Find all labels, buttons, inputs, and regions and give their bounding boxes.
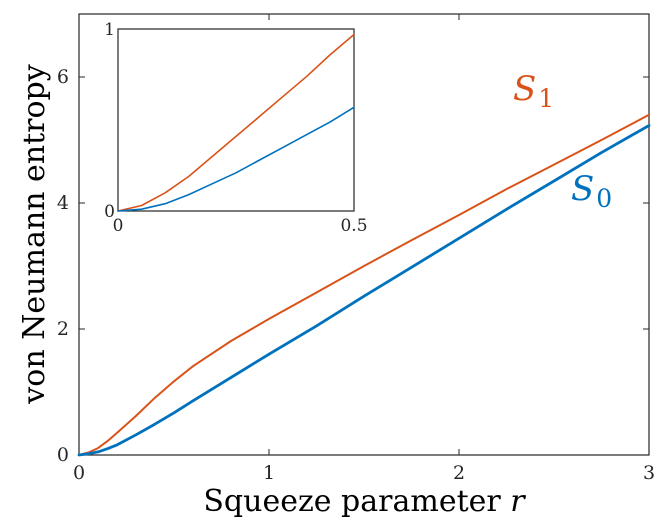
series-label-s1: S1 <box>513 69 554 113</box>
x-tick-label: 3 <box>643 462 655 484</box>
y-tick-label: 2 <box>57 318 69 340</box>
x-axis-title-text: Squeeze parameter <box>203 484 501 519</box>
series-label-s0: S0 <box>571 169 612 213</box>
x-axis-title-variable: r <box>510 484 526 519</box>
inset-plot-frame <box>117 28 355 212</box>
series-label-s1-subscript: 1 <box>538 84 554 113</box>
series-label-s0-name: S <box>571 169 594 209</box>
y-tick-label: 0 <box>104 202 115 222</box>
inset-axes: 0 0.5 0 1 <box>104 20 367 236</box>
x-tick-label: 1 <box>263 462 275 484</box>
y-tick-label: 4 <box>57 192 69 214</box>
main-series <box>77 113 651 457</box>
x-axis-title: Squeeze parameter r <box>203 484 526 519</box>
inset-background <box>118 29 354 211</box>
inset-ticks: 0 0.5 0 1 <box>104 20 367 236</box>
x-tick-label: 0.5 <box>340 216 367 236</box>
main-plot-frame <box>78 13 650 456</box>
inset-series <box>117 33 355 212</box>
x-tick-label: 0 <box>73 462 85 484</box>
series-line-1 <box>77 124 651 457</box>
main-ticks: 0 1 2 3 0 2 4 6 <box>57 14 655 484</box>
series-label-s0-subscript: 0 <box>596 184 612 213</box>
series-line-0 <box>78 113 650 456</box>
main-axes: 0 1 2 3 0 2 4 6 <box>57 13 655 484</box>
series-line-1 <box>117 106 355 212</box>
y-tick-label: 6 <box>57 66 69 88</box>
y-tick-label: 0 <box>57 444 69 466</box>
x-tick-label: 0 <box>113 216 124 236</box>
y-tick-label: 1 <box>104 20 115 40</box>
series-line-0 <box>117 33 355 212</box>
series-label-s1-name: S <box>513 69 536 109</box>
x-tick-label: 2 <box>453 462 465 484</box>
y-axis-title: von Neumann entropy <box>17 64 52 404</box>
